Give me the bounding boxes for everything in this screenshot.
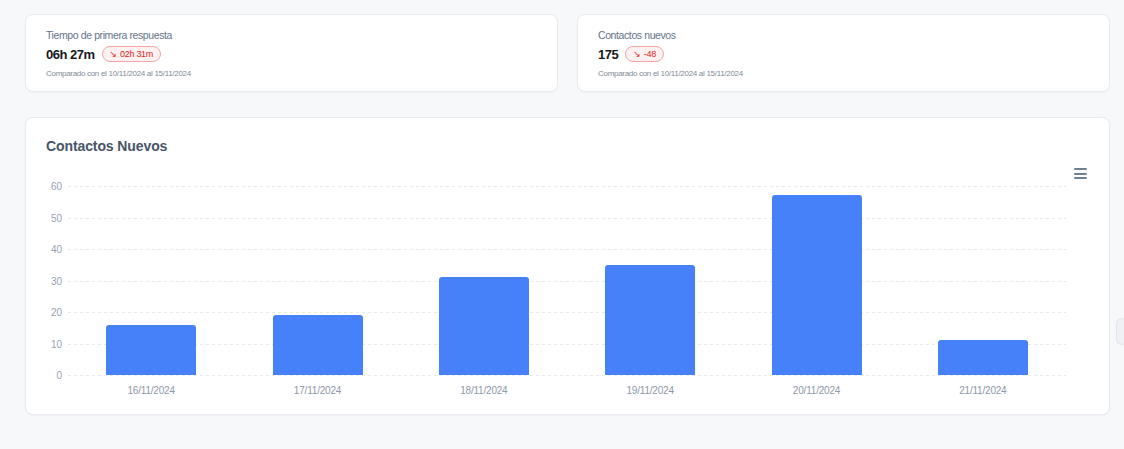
gridline [68,281,1066,282]
bar-18/11/2024[interactable] [439,277,529,375]
x-axis-label: 20/11/2024 [767,385,867,396]
gridline [68,249,1066,250]
kpi-delta-value: 02h 31m [120,49,153,60]
trend-down-arrow-icon: ↘ [110,50,118,59]
gridline [68,186,1066,187]
bar-16/11/2024[interactable] [106,325,196,375]
bar-20/11/2024[interactable] [772,195,862,375]
x-axis-label: 16/11/2024 [101,385,201,396]
kpi-comparison-text: Comparado con el 10/11/2024 al 15/11/202… [46,69,537,78]
y-axis-label: 20 [32,307,62,318]
kpi-card-first-response-time: Tiempo de primera respuesta 06h 27m ↘ 02… [25,14,558,92]
y-axis-label: 0 [32,370,62,381]
gridline [68,344,1066,345]
bar-chart-plot-area: 0 10 20 30 40 50 60 16/11/2024 17/11/2024 18/11/2… [26,118,1109,414]
bar-17/11/2024[interactable] [273,315,363,375]
x-axis-label: 18/11/2024 [434,385,534,396]
x-axis-label: 19/11/2024 [600,385,700,396]
kpi-delta-badge: ↘ 02h 31m [102,46,161,62]
new-contacts-chart-card: Contactos Nuevos 010203040506016/11/2024… [25,117,1110,415]
kpi-value: 175 [598,47,618,62]
kpi-delta-value: -48 [644,49,656,60]
y-axis-label: 30 [32,276,62,287]
kpi-label: Contactos nuevos [598,29,1089,41]
trend-down-arrow-icon: ↘ [633,50,641,59]
gridline [68,375,1066,376]
gridline [68,312,1066,313]
kpi-value: 06h 27m [46,47,95,62]
y-axis-label: 60 [32,181,62,192]
kpi-card-new-contacts: Contactos nuevos 175 ↘ -48 Comparado con… [577,14,1110,92]
gridline [68,218,1066,219]
y-axis-label: 40 [32,244,62,255]
scrollbar-thumb[interactable] [1116,318,1124,345]
y-axis-label: 10 [32,339,62,350]
bar-19/11/2024[interactable] [605,265,695,375]
kpi-label: Tiempo de primera respuesta [46,29,537,41]
kpi-delta-badge: ↘ -48 [625,46,664,62]
x-axis-label: 17/11/2024 [268,385,368,396]
bar-21/11/2024[interactable] [938,340,1028,375]
kpi-comparison-text: Comparado con el 10/11/2024 al 15/11/202… [598,69,1089,78]
x-axis-label: 21/11/2024 [933,385,1033,396]
y-axis-label: 50 [32,213,62,224]
